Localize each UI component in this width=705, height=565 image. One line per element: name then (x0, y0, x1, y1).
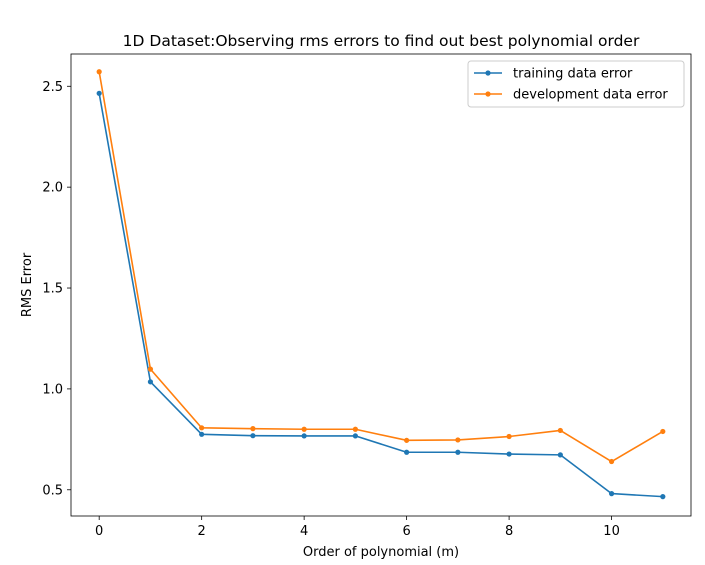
legend-label: development data error (513, 88, 668, 103)
data-point (250, 426, 256, 432)
y-tick-label: 2.5 (42, 80, 63, 95)
series-layer (96, 69, 666, 500)
data-point (506, 433, 512, 440)
data-point (301, 433, 307, 439)
legend-box (467, 60, 685, 108)
y-axis: 0.5 1.0 1.5 2.0 2.5 (42, 80, 71, 498)
data-point (250, 433, 256, 439)
data-point (506, 451, 512, 457)
data-point (455, 449, 461, 455)
series-development-data-error (96, 69, 666, 465)
y-axis-label: RMS Error (20, 252, 35, 317)
x-tick-label: 4 (300, 524, 308, 539)
y-tick-label: 0.5 (42, 483, 63, 498)
data-point (404, 437, 410, 443)
data-point (660, 428, 666, 435)
y-tick-label: 2.0 (42, 181, 63, 196)
x-tick-label: 0 (95, 524, 103, 539)
legend-swatch-marker (485, 91, 491, 97)
series-training-data-error (96, 90, 666, 500)
y-tick-label: 1.5 (42, 282, 63, 297)
data-point (301, 426, 307, 432)
x-tick-label: 6 (402, 524, 410, 539)
data-point (455, 437, 461, 443)
data-point (199, 431, 205, 437)
y-tick-label: 1.0 (42, 382, 63, 397)
data-point (96, 90, 102, 96)
legend-swatch-marker (485, 70, 491, 76)
legend-item: development data error (474, 88, 668, 103)
data-point (147, 366, 154, 372)
data-point (96, 69, 102, 75)
series-line (98, 71, 664, 463)
x-axis-label: Order of polynomial (m) (303, 545, 459, 560)
data-point (608, 491, 615, 497)
legend-item: training data error (474, 67, 633, 82)
data-point (352, 426, 358, 432)
legend-label: training data error (513, 67, 633, 82)
series-line (98, 93, 663, 498)
data-point (404, 449, 410, 455)
x-axis: 0 2 4 6 8 10 (95, 516, 620, 539)
data-point (199, 425, 205, 431)
plot-area-frame (70, 53, 692, 517)
x-tick-label: 2 (198, 524, 206, 539)
x-tick-label: 8 (505, 524, 513, 539)
data-point (608, 458, 615, 465)
data-point (352, 433, 358, 439)
chart-title: 1D Dataset:Observing rms errors to find … (123, 32, 640, 50)
data-point (147, 379, 154, 385)
data-point (557, 452, 563, 458)
data-point (557, 427, 563, 434)
data-point (660, 494, 666, 500)
x-tick-label: 10 (603, 524, 620, 539)
legend: training data error development data erro… (467, 60, 685, 108)
